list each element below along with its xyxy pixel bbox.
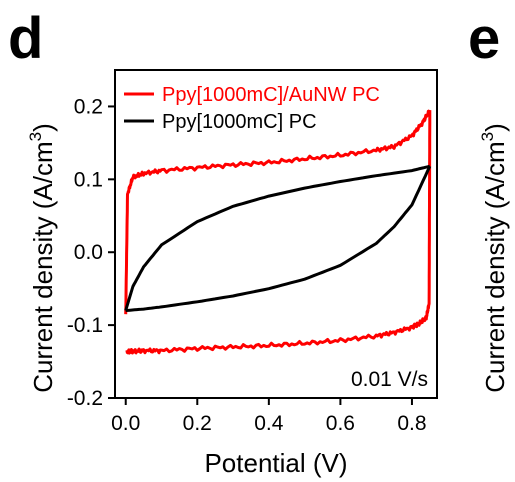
y-tick-label: 0.1 [74,168,103,191]
x-tick-label: 0.2 [183,412,212,435]
y-axis-label: Current density (A/cm3) [26,123,58,393]
legend-label-pc: Ppy[1000mC] PC [162,111,317,133]
plot-area: 0.0 0.2 0.4 0.6 0.8 -0.2 -0.1 0.0 0.1 0.2 [67,69,438,435]
y-tick-label: 0.2 [74,95,103,118]
series-pc-reverse-line [125,165,432,312]
legend: Ppy[1000mC]/AuNW PC Ppy[1000mC] PC [124,84,380,133]
x-tick-label: 0.0 [111,412,140,435]
x-tick-label: 0.8 [397,412,426,435]
scan-rate-annotation: 0.01 V/s [351,368,428,391]
x-tick-label: 0.4 [254,412,284,435]
y-tick-label: 0.0 [74,241,103,264]
series-aunw-reverse-line [124,110,432,355]
legend-label-aunw: Ppy[1000mC]/AuNW PC [162,84,380,106]
panel-label-e: e [468,6,500,71]
series-pc-forward-line [124,164,431,311]
series-aunw-forward-line [124,109,432,315]
x-tick-label: 0.6 [326,412,355,435]
right-panel-y-axis-label: Current density (A/cm3) [478,123,510,393]
panel-label-d: d [8,6,43,71]
y-tick-label: -0.1 [67,314,103,337]
y-tick-label: -0.2 [67,387,103,410]
x-axis-label: Potential (V) [204,448,347,478]
plot-frame [114,69,438,399]
